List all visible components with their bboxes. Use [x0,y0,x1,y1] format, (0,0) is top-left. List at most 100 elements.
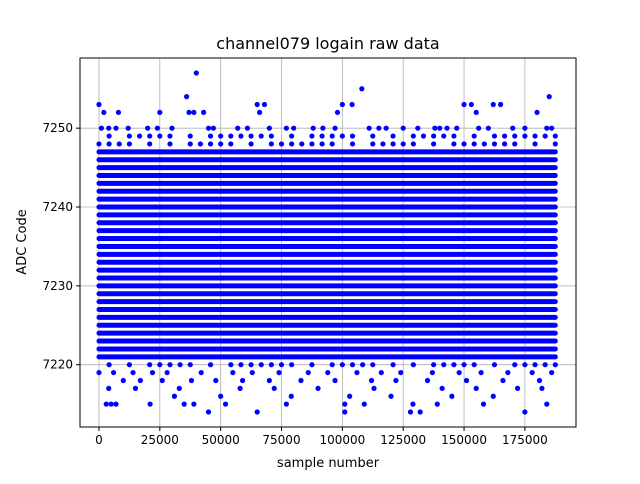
data-point [461,141,467,147]
data-point [157,109,163,116]
data-point [480,401,487,407]
data-point [147,401,153,407]
data-point [96,141,102,147]
data-point [188,377,195,384]
data-point [468,101,474,108]
data-point [289,141,295,147]
data-point [198,369,204,376]
data-point [191,401,197,407]
y-axis-label: ADC Code [15,209,30,274]
data-point [491,362,498,368]
data-point [278,362,285,368]
data-point [164,369,170,376]
chart-title: channel079 logain raw data [216,34,439,53]
data-point [210,125,216,131]
data-point [500,377,506,384]
x-tick-label: 125000 [380,433,426,447]
data-point [228,133,234,139]
data-point [167,141,173,147]
data-point [106,141,112,147]
data-point [305,369,311,376]
data-point [248,141,254,147]
data-point [187,141,193,147]
data-point [536,377,543,384]
data-point [120,377,126,384]
data-point [454,125,460,131]
data-point [432,125,438,131]
data-point [461,362,467,368]
data-point [522,125,528,131]
data-point [473,385,479,391]
data-point [471,362,477,368]
data-point [542,133,548,139]
data-point [291,125,297,131]
data-point [157,362,163,368]
data-point [400,125,406,131]
data-point [510,125,516,131]
data-point [339,101,345,108]
data-point [145,125,151,131]
data-point [249,369,255,376]
data-point [154,125,160,131]
data-point [370,362,376,368]
data-point [478,369,484,376]
data-point [108,401,114,407]
data-point [471,133,477,139]
data-point [193,70,199,76]
data-point [512,141,518,147]
data-point [383,125,389,131]
data-points-layer [96,70,558,415]
data-point [289,133,295,139]
data-point [187,133,193,139]
data-point [347,393,353,399]
data-point [157,133,163,139]
data-point [451,133,457,139]
data-point [410,141,416,147]
data-point [130,369,136,376]
data-point [549,125,555,131]
data-point [380,141,386,147]
data-point [542,362,548,368]
data-point [167,362,173,368]
data-point [431,133,437,139]
data-point [207,362,214,368]
x-tick-label: 50000 [202,433,240,447]
data-point [349,101,355,108]
data-point [522,409,528,415]
data-point [451,362,457,368]
data-point [329,362,335,368]
data-point [177,362,183,368]
data-point [238,133,244,139]
data-point [191,109,197,116]
data-point [332,125,338,131]
data-point [167,133,173,139]
data-point [378,369,384,376]
data-point [187,362,193,368]
data-point [169,125,175,131]
data-point [320,125,326,131]
data-point [126,141,133,147]
data-point [505,369,511,376]
data-point [544,125,550,131]
data-point [96,101,102,108]
data-point [207,133,214,139]
data-point [329,141,335,147]
x-tick-label: 0 [95,433,103,447]
y-tick-label: 7230 [42,279,73,293]
data-point [228,362,234,368]
data-point [476,125,482,131]
data-point [534,109,540,116]
data-point [334,109,341,116]
data-point [125,125,131,131]
data-point [248,133,254,139]
data-point [103,401,109,407]
data-point [254,409,260,415]
data-point [514,385,521,391]
data-point [549,369,555,376]
data-point [339,133,345,139]
data-point [113,401,119,407]
data-point [390,133,396,139]
data-point [136,133,143,139]
